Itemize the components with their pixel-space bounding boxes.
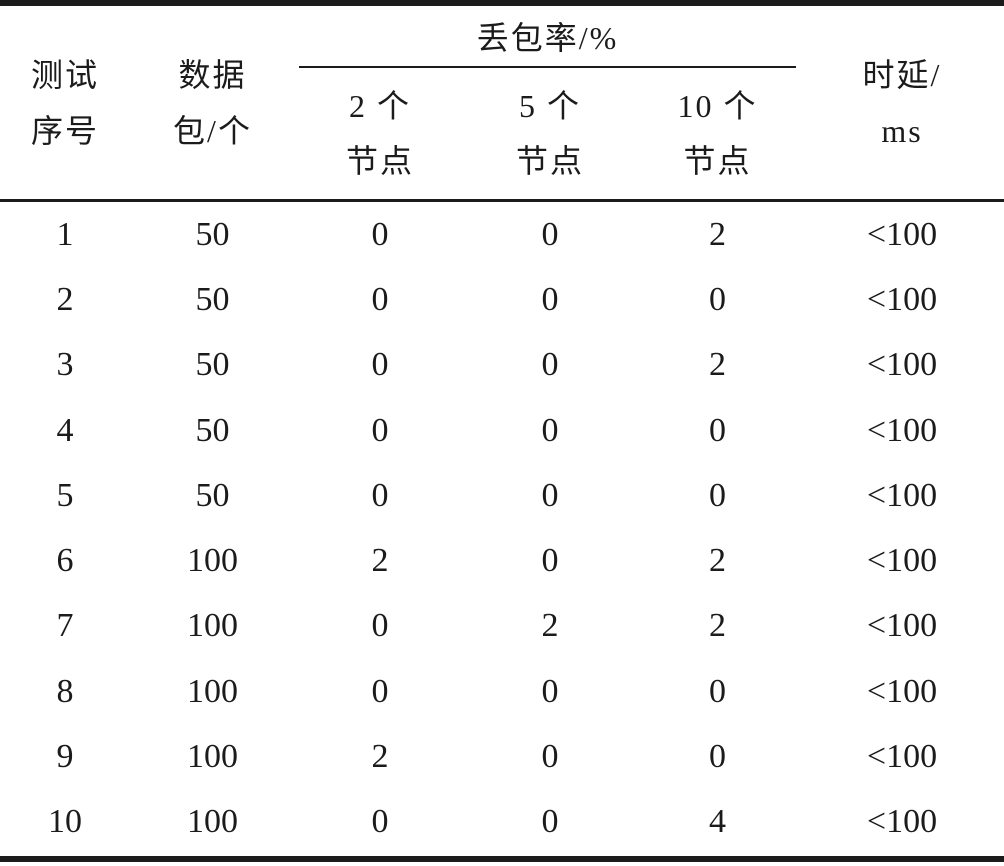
header-packets-line1: 数据 xyxy=(178,56,247,93)
cell-loss-5: 0 xyxy=(541,215,559,253)
cell-loss-5: 0 xyxy=(541,803,559,841)
cell-packets: 50 xyxy=(195,411,230,449)
header-loss-2-nodes: 2 个 节点 xyxy=(295,68,465,199)
table-row: 3 50 0 0 2 <100 xyxy=(0,333,1004,398)
header-test-no-line1: 测试 xyxy=(30,56,99,93)
table-row: 8 100 0 0 0 <100 xyxy=(0,659,1004,724)
cell-loss-2: 0 xyxy=(371,476,389,514)
table-row: 10 100 0 0 4 <100 xyxy=(0,790,1004,855)
cell-packets: 50 xyxy=(195,280,230,318)
header-loss-10-nodes: 10 个 节点 xyxy=(635,68,800,199)
cell-loss-10: 0 xyxy=(709,411,726,449)
cell-test-no: 5 xyxy=(56,476,74,514)
cell-test-no: 4 xyxy=(56,411,74,449)
cell-packets: 50 xyxy=(195,346,230,384)
cell-test-no: 8 xyxy=(56,672,74,710)
table-bottom-rule xyxy=(0,856,1004,862)
cell-loss-5: 0 xyxy=(541,280,559,318)
table-row: 9 100 2 0 0 <100 xyxy=(0,724,1004,789)
cell-test-no: 3 xyxy=(56,346,74,384)
header-loss-10-nodes-line1: 10 个 xyxy=(677,87,758,124)
header-loss-5-nodes: 5 个 节点 xyxy=(465,68,635,199)
cell-packets: 100 xyxy=(187,542,238,580)
cell-delay: <100 xyxy=(866,346,938,384)
header-loss-5-nodes-line2: 节点 xyxy=(515,142,584,179)
cell-loss-10: 2 xyxy=(709,607,726,645)
cell-loss-5: 0 xyxy=(541,476,559,514)
table-row: 1 50 0 0 2 <100 xyxy=(0,202,1004,267)
header-delay-line1: 时延/ xyxy=(862,56,942,93)
cell-loss-2: 0 xyxy=(371,411,389,449)
cell-packets: 100 xyxy=(187,803,238,841)
cell-loss-10: 2 xyxy=(709,346,726,384)
header-packets: 数据 包/个 xyxy=(130,6,295,199)
cell-delay: <100 xyxy=(866,803,938,841)
header-delay: 时延/ ms xyxy=(800,6,1004,199)
cell-delay: <100 xyxy=(866,672,938,710)
cell-loss-2: 0 xyxy=(371,215,389,253)
cell-delay: <100 xyxy=(866,607,938,645)
cell-packets: 100 xyxy=(187,607,238,645)
loss-subheader-row: 2 个 节点 5 个 节点 10 个 节点 xyxy=(295,68,800,199)
cell-delay: <100 xyxy=(866,215,938,253)
cell-loss-5: 0 xyxy=(541,738,559,776)
header-loss-group: 丢包率/% 2 个 节点 5 个 节点 10 个 节点 xyxy=(295,6,800,199)
table-row: 6 100 2 0 2 <100 xyxy=(0,529,1004,594)
cell-packets: 100 xyxy=(187,672,238,710)
header-loss-2-nodes-line2: 节点 xyxy=(345,142,414,179)
table-header-rule xyxy=(0,199,1004,202)
table-body: 1 50 0 0 2 <100 2 50 0 0 0 <100 3 50 0 0… xyxy=(0,202,1004,855)
cell-loss-5: 0 xyxy=(541,411,559,449)
cell-test-no: 10 xyxy=(48,803,82,841)
cell-loss-2: 0 xyxy=(371,607,389,645)
table-top-rule xyxy=(0,0,1004,6)
header-test-no: 测试 序号 xyxy=(0,6,130,199)
table-header: 测试 序号 数据 包/个 丢包率/% 2 个 节点 5 个 节点 10 个 xyxy=(0,6,1004,199)
header-loss-5-nodes-line1: 5 个 xyxy=(518,87,581,124)
header-packets-line2: 包/个 xyxy=(173,112,252,149)
cell-delay: <100 xyxy=(866,411,938,449)
cell-loss-10: 2 xyxy=(709,542,726,580)
table-row: 5 50 0 0 0 <100 xyxy=(0,463,1004,528)
cell-loss-10: 0 xyxy=(709,476,726,514)
cell-test-no: 1 xyxy=(56,215,74,253)
cell-loss-10: 0 xyxy=(709,738,726,776)
cell-loss-5: 0 xyxy=(541,672,559,710)
cell-delay: <100 xyxy=(866,738,938,776)
cell-test-no: 7 xyxy=(56,607,74,645)
cell-test-no: 9 xyxy=(56,738,74,776)
cell-delay: <100 xyxy=(866,280,938,318)
cell-test-no: 2 xyxy=(56,280,74,318)
cell-loss-2: 0 xyxy=(371,280,389,318)
cell-loss-2: 0 xyxy=(371,672,389,710)
table-row: 4 50 0 0 0 <100 xyxy=(0,398,1004,463)
cell-loss-10: 0 xyxy=(709,280,726,318)
table-row: 7 100 0 2 2 <100 xyxy=(0,594,1004,659)
cell-loss-5: 0 xyxy=(541,542,559,580)
header-loss-10-nodes-line2: 节点 xyxy=(683,142,752,179)
cell-delay: <100 xyxy=(866,476,938,514)
cell-loss-5: 2 xyxy=(541,607,559,645)
loss-group-divider-rule xyxy=(299,66,796,68)
cell-delay: <100 xyxy=(866,542,938,580)
cell-packets: 50 xyxy=(195,215,230,253)
cell-packets: 50 xyxy=(195,476,230,514)
cell-loss-2: 2 xyxy=(371,738,389,776)
header-delay-line2: ms xyxy=(881,112,923,149)
cell-loss-5: 0 xyxy=(541,346,559,384)
cell-loss-10: 2 xyxy=(709,215,726,253)
cell-loss-2: 2 xyxy=(371,542,389,580)
header-loss-group-title: 丢包率/% xyxy=(476,20,619,56)
cell-loss-2: 0 xyxy=(371,346,389,384)
table-row: 2 50 0 0 0 <100 xyxy=(0,267,1004,332)
cell-loss-10: 4 xyxy=(709,803,726,841)
cell-loss-10: 0 xyxy=(709,672,726,710)
cell-test-no: 6 xyxy=(56,542,74,580)
cell-packets: 100 xyxy=(187,738,238,776)
header-loss-2-nodes-line1: 2 个 xyxy=(348,87,411,124)
cell-loss-2: 0 xyxy=(371,803,389,841)
header-test-no-line2: 序号 xyxy=(30,112,99,149)
